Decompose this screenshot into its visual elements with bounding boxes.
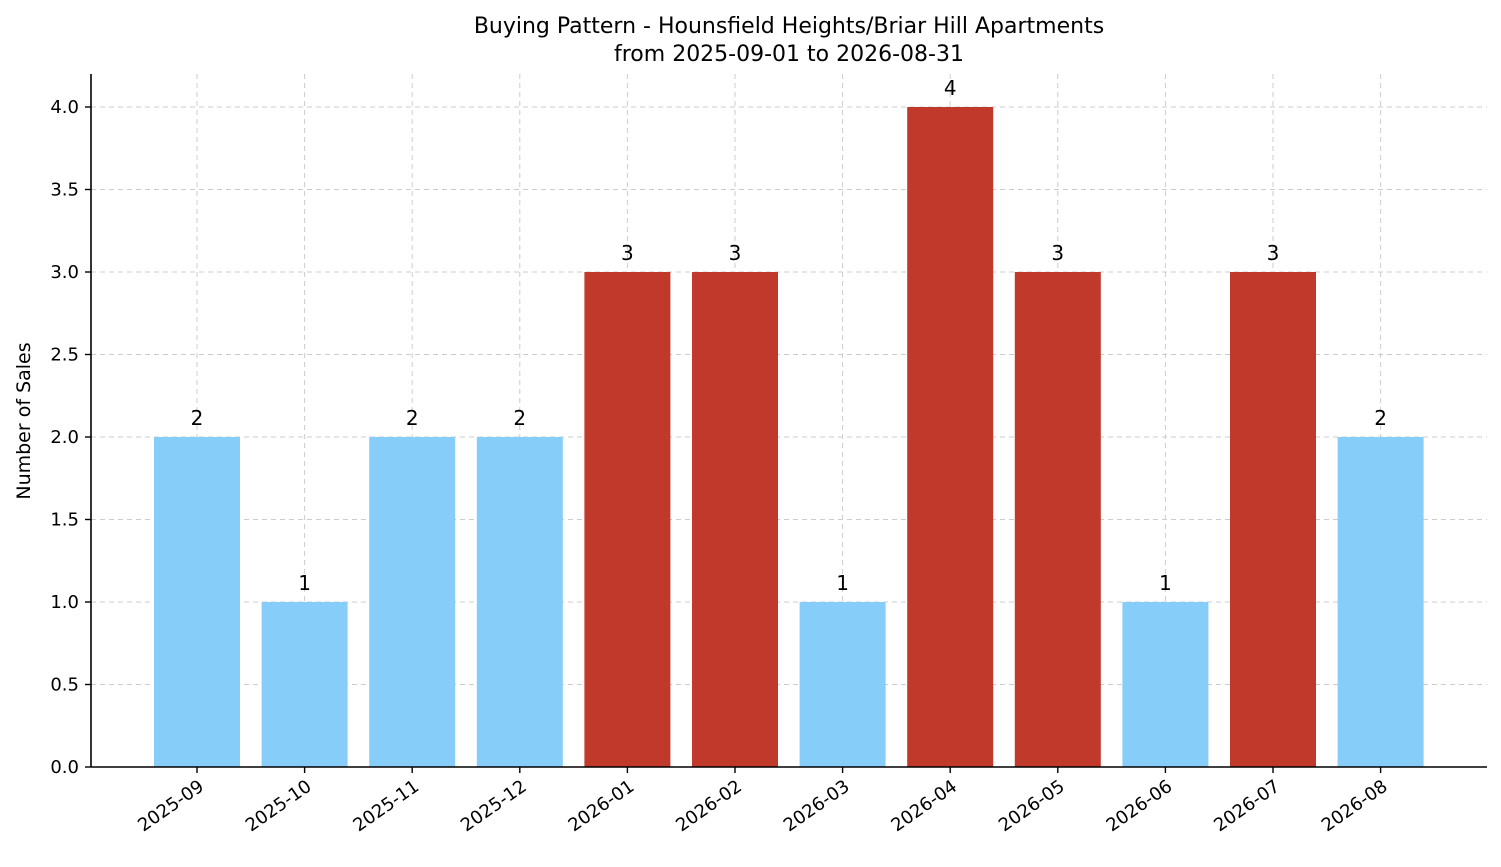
y-tick-label: 1.0: [50, 592, 79, 613]
bar-2026-05: [1014, 272, 1101, 767]
x-tick-label: 2025-11: [349, 776, 423, 836]
y-tick-label: 4.0: [50, 97, 79, 118]
y-tick-label: 2.5: [50, 345, 79, 366]
bar-2025-09: [154, 437, 240, 767]
data-label: 3: [1051, 241, 1064, 265]
bar-2025-12: [476, 437, 563, 767]
x-tick-label: 2026-08: [1318, 776, 1392, 836]
bar-2025-11: [369, 437, 456, 767]
data-label: 4: [944, 76, 957, 100]
y-tick-label: 3.0: [50, 262, 79, 283]
bar-2026-06: [1122, 602, 1209, 767]
data-label: 2: [191, 406, 204, 430]
bar-2026-01: [584, 272, 671, 767]
bar-2026-02: [692, 272, 778, 767]
data-label: 1: [298, 571, 311, 595]
y-tick-label: 3.5: [50, 180, 79, 201]
data-label: 2: [406, 406, 419, 430]
x-tick-label: 2026-04: [887, 776, 961, 836]
x-tick-label: 2025-12: [457, 776, 531, 836]
y-tick-label: 0.0: [50, 757, 79, 778]
data-label: 2: [1374, 406, 1387, 430]
x-tick-label: 2025-10: [242, 776, 316, 836]
bar-2026-08: [1337, 437, 1424, 767]
data-label: 3: [729, 241, 742, 265]
x-tick-label: 2025-09: [134, 776, 208, 836]
data-label: 1: [836, 571, 849, 595]
data-labels: 2 1 2 2 3 3 1 4 3 1 3 2: [191, 76, 1387, 595]
bar-2026-07: [1230, 272, 1316, 767]
data-label: 3: [621, 241, 634, 265]
bar-2025-10: [261, 602, 348, 767]
bar-2026-04: [907, 107, 994, 767]
y-tick-label: 1.5: [50, 510, 79, 531]
data-label: 1: [1159, 571, 1172, 595]
x-tick-label: 2026-07: [1210, 776, 1284, 836]
y-tick-label: 2.0: [50, 427, 79, 448]
y-ticks: 0.0 0.5 1.0 1.5 2.0 2.5 3.0 3.5 4.0: [50, 97, 91, 778]
x-tick-label: 2026-03: [780, 776, 854, 836]
y-tick-label: 0.5: [50, 675, 79, 696]
chart-subtitle: from 2025-09-01 to 2026-08-31: [614, 42, 964, 67]
x-tick-label: 2026-01: [565, 776, 639, 836]
bars: [154, 107, 1424, 767]
chart-title: Buying Pattern - Hounsfield Heights/Bria…: [474, 14, 1104, 39]
bar-2026-03: [799, 602, 886, 767]
data-label: 2: [513, 406, 526, 430]
x-tick-label: 2026-05: [995, 776, 1069, 836]
data-label: 3: [1267, 241, 1280, 265]
y-axis-label: Number of Sales: [13, 342, 35, 499]
x-ticks: 2025-09 2025-10 2025-11 2025-12 2026-01 2026-…: [134, 767, 1391, 836]
x-tick-label: 2026-06: [1103, 776, 1177, 836]
x-tick-label: 2026-02: [672, 776, 746, 836]
